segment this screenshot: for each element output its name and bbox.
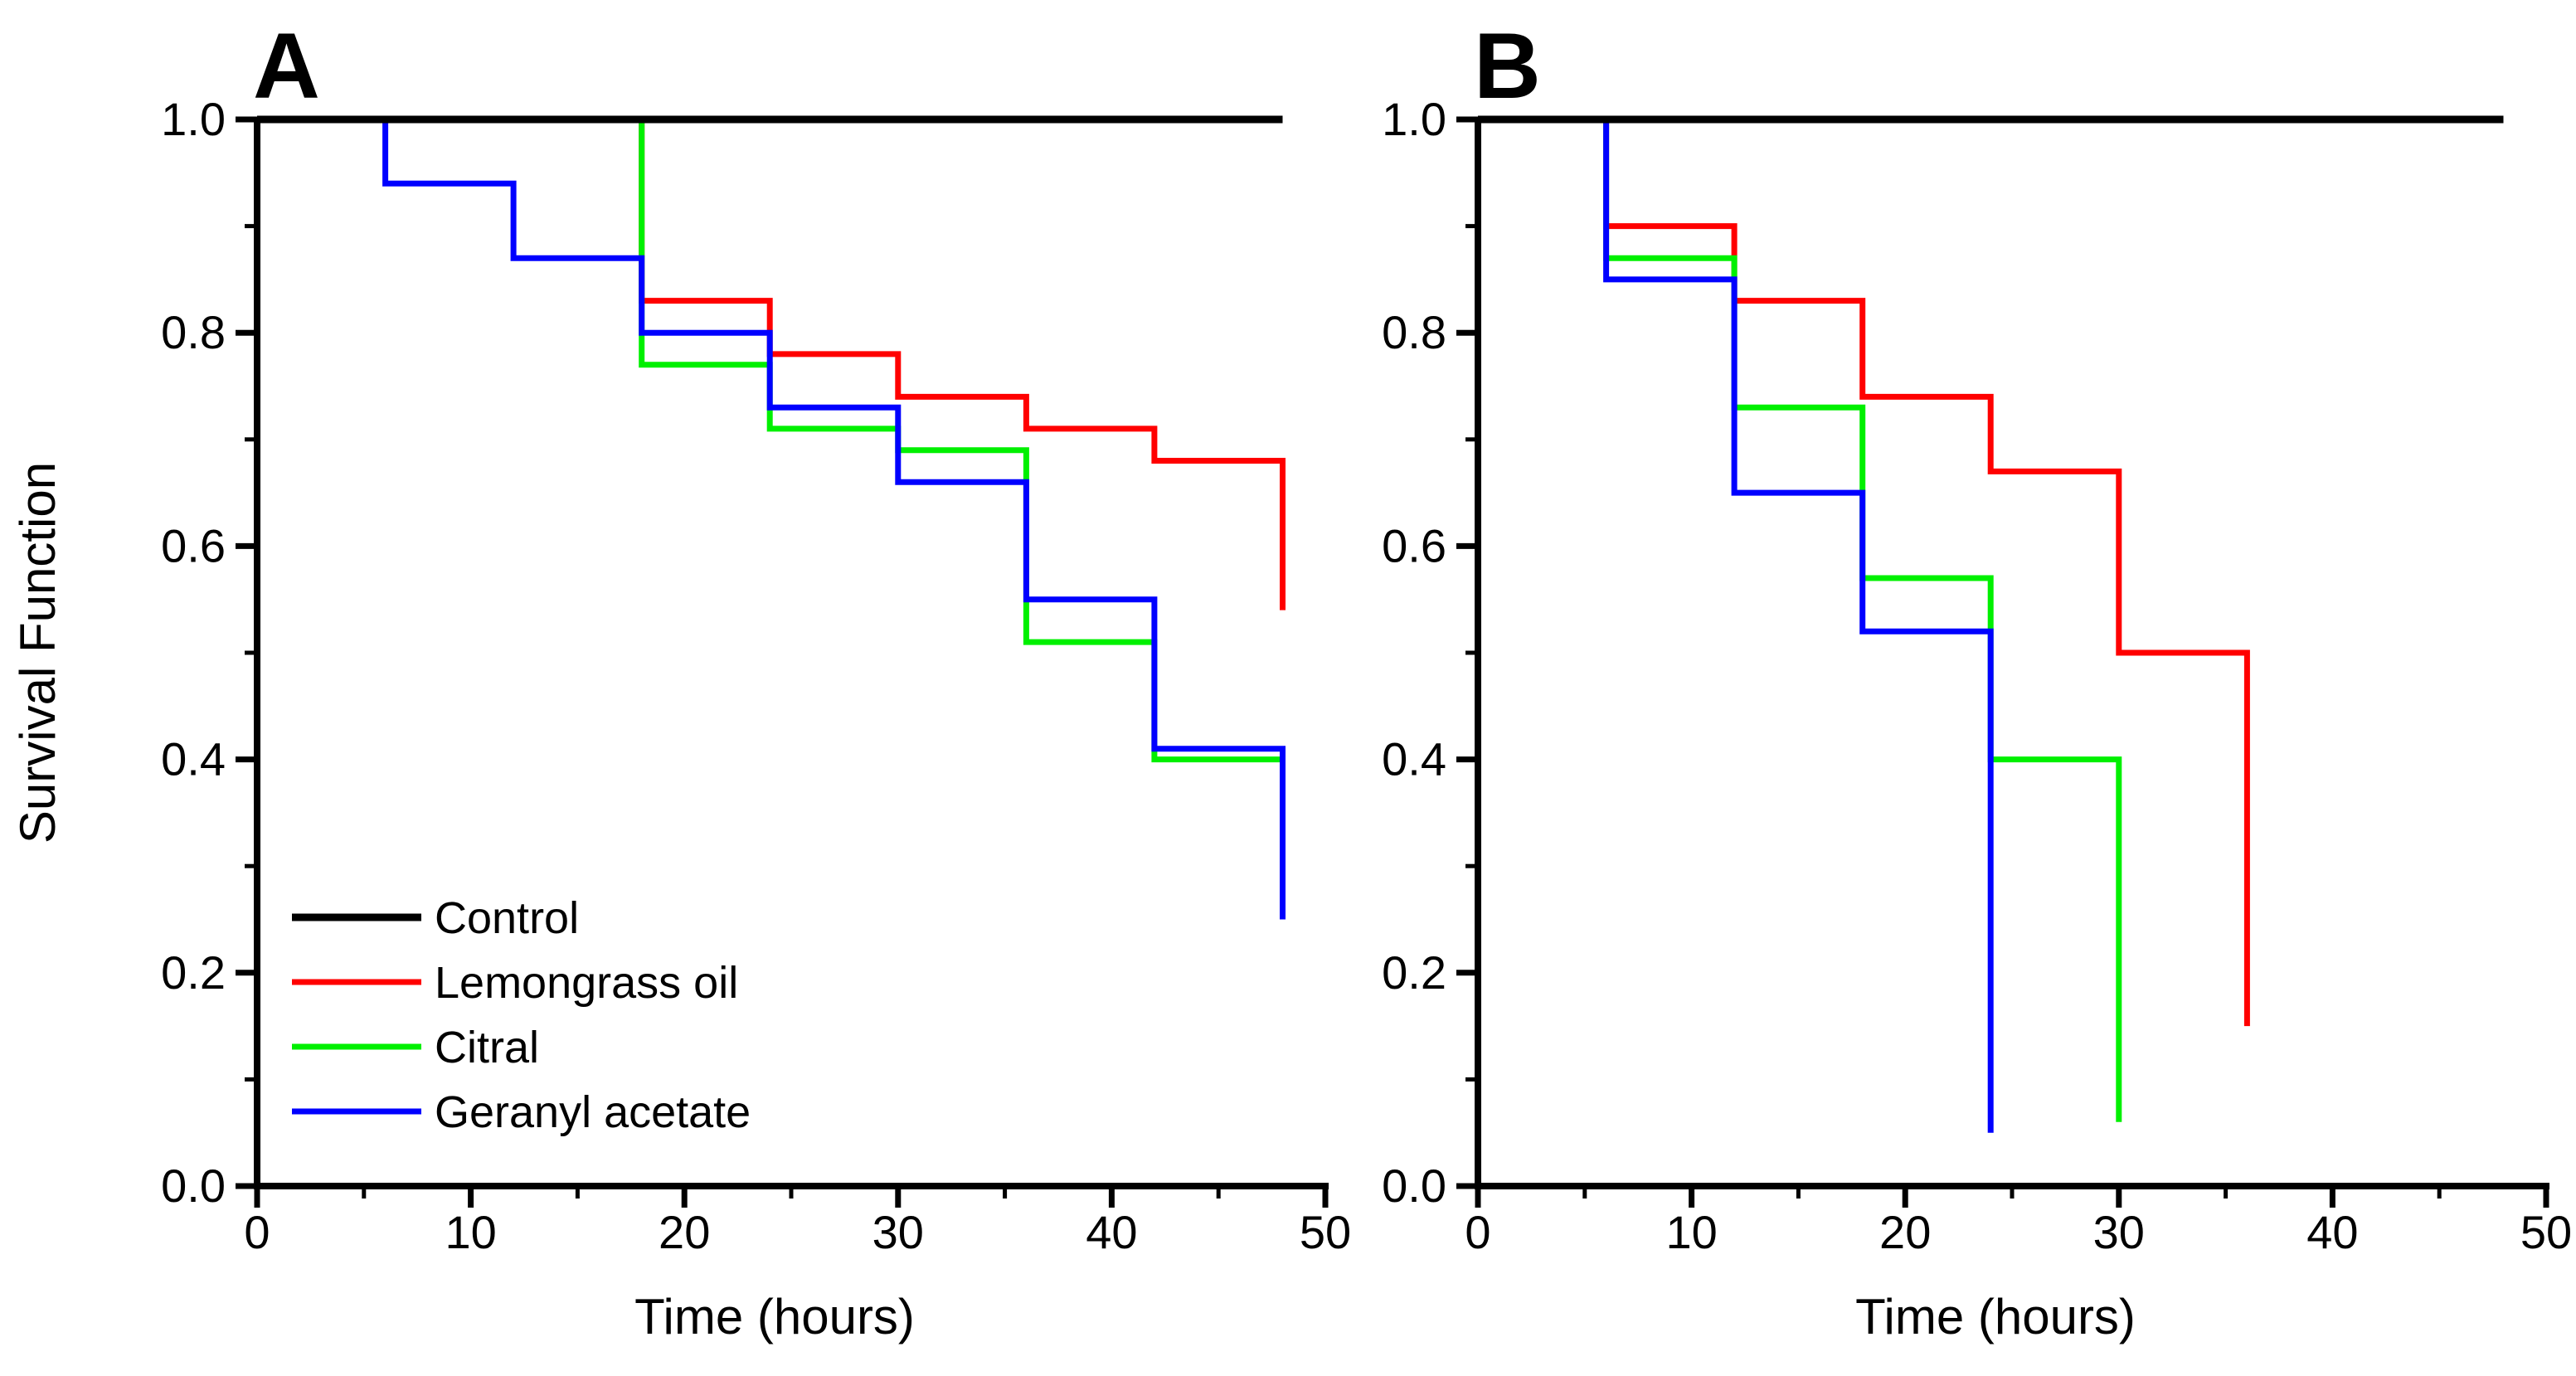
series-line-geranyl-acetate [1478,116,1994,1133]
y-tick-label: 0.0 [161,1160,226,1212]
y-tick-label: 1.0 [161,93,226,145]
panel-label: A [253,14,320,118]
x-axis-title: Time (hours) [634,1289,915,1344]
legend-label: Geranyl acetate [435,1087,751,1137]
legend-label: Control [435,893,579,943]
x-tick-label: 40 [1086,1206,1137,1258]
x-tick-label: 10 [1665,1206,1717,1258]
y-tick-label: 0.4 [1382,733,1446,785]
x-tick-label: 30 [2093,1206,2145,1258]
legend-label: Lemongrass oil [435,958,738,1008]
y-tick-label: 0.8 [1382,306,1446,358]
series-line-citral [257,116,1283,763]
panel-label: B [1474,14,1541,118]
x-tick-label: 40 [2306,1206,2358,1258]
x-tick-label: 0 [1465,1206,1490,1258]
series-line-geranyl-acetate [257,116,1286,920]
y-tick-label: 1.0 [1382,93,1446,145]
legend-label: Citral [435,1023,539,1072]
y-tick-label: 0.6 [161,519,226,571]
x-tick-label: 10 [445,1206,496,1258]
panel-a: 0 10 20 30 40 50 1.0 0.8 0.6 0.4 0.2 0.0 A Time (hour… [161,14,1351,1344]
x-tick-label: 0 [244,1206,270,1258]
y-axis-title: Survival Function [10,462,66,844]
series-line-citral [1478,116,2122,1122]
x-tick-label: 50 [1300,1206,1351,1258]
y-tick-label: 0.6 [1382,519,1446,571]
x-tick-label: 50 [2520,1206,2572,1258]
y-tick-label: 0.2 [161,946,226,999]
x-tick-label: 20 [1879,1206,1931,1258]
x-tick-label: 30 [872,1206,924,1258]
y-tick-label: 0.4 [161,733,226,785]
panel-b: 0 10 20 30 40 50 1.0 0.8 0.6 0.4 0.2 0.0 B Time (hour… [1382,14,2572,1344]
x-tick-label: 20 [659,1206,710,1258]
y-tick-label: 0.8 [161,306,226,358]
x-axis-title: Time (hours) [1855,1289,2136,1344]
legend: Control Lemongrass oil Citral Geranyl aceta… [292,893,751,1137]
y-tick-label: 0.0 [1382,1160,1446,1212]
y-tick-label: 0.2 [1382,946,1446,999]
